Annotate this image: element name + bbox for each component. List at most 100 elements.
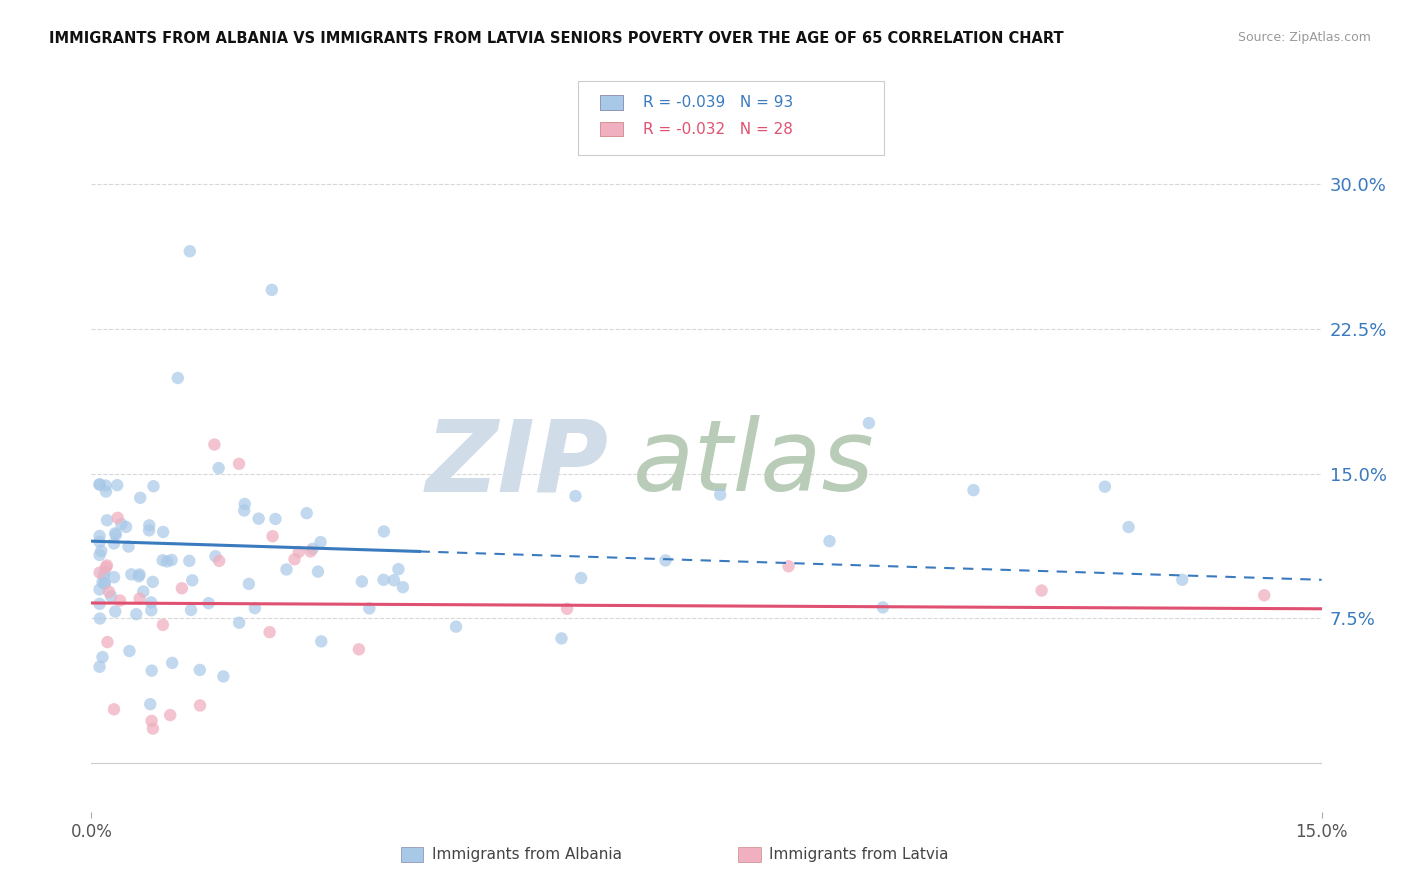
- Text: R = -0.039   N = 93: R = -0.039 N = 93: [643, 95, 793, 110]
- Point: [90, 544, 112, 558]
- Point: [89, 611, 111, 625]
- Text: atlas: atlas: [633, 416, 875, 512]
- Point: [107, 511, 129, 525]
- Point: [160, 553, 183, 567]
- Point: [179, 244, 201, 259]
- Point: [555, 602, 578, 616]
- Point: [105, 478, 128, 492]
- Point: [142, 479, 165, 493]
- Point: [89, 529, 111, 543]
- Point: [778, 559, 800, 574]
- Point: [94, 484, 117, 499]
- Point: [94, 576, 117, 591]
- Point: [103, 702, 125, 716]
- Point: [301, 541, 323, 556]
- Point: [141, 664, 163, 678]
- Point: [94, 478, 117, 492]
- Point: [98, 584, 121, 599]
- Point: [197, 596, 219, 610]
- Point: [96, 558, 118, 573]
- Point: [156, 554, 179, 568]
- Point: [160, 656, 183, 670]
- Point: [89, 582, 111, 597]
- Point: [142, 574, 165, 589]
- Point: [117, 540, 139, 554]
- Point: [89, 548, 111, 562]
- Point: [382, 574, 405, 588]
- Point: [283, 552, 305, 566]
- Point: [262, 529, 284, 543]
- Point: [392, 580, 415, 594]
- Point: [141, 714, 163, 728]
- Point: [387, 562, 409, 576]
- Point: [569, 571, 592, 585]
- Point: [350, 574, 373, 589]
- Point: [138, 524, 160, 538]
- Point: [138, 518, 160, 533]
- Point: [125, 607, 148, 622]
- Point: [858, 416, 880, 430]
- Point: [299, 544, 322, 558]
- Point: [115, 520, 138, 534]
- Point: [654, 553, 676, 567]
- Point: [104, 605, 127, 619]
- Point: [94, 560, 117, 574]
- Point: [309, 535, 332, 549]
- Point: [89, 477, 111, 491]
- Point: [259, 625, 281, 640]
- Point: [96, 513, 118, 527]
- Point: [152, 524, 174, 539]
- Text: Source: ZipAtlas.com: Source: ZipAtlas.com: [1237, 31, 1371, 45]
- Point: [233, 497, 256, 511]
- Point: [260, 283, 283, 297]
- Point: [309, 634, 332, 648]
- Point: [100, 589, 122, 603]
- Point: [373, 573, 395, 587]
- Point: [110, 516, 132, 531]
- Point: [118, 644, 141, 658]
- Point: [212, 669, 235, 683]
- Point: [243, 601, 266, 615]
- Point: [1171, 573, 1194, 587]
- Point: [962, 483, 984, 498]
- Point: [295, 506, 318, 520]
- Y-axis label: Seniors Poverty Over the Age of 65: Seniors Poverty Over the Age of 65: [0, 323, 7, 605]
- Point: [181, 574, 204, 588]
- Text: Immigrants from Latvia: Immigrants from Latvia: [769, 847, 949, 862]
- Point: [103, 570, 125, 584]
- Point: [128, 591, 150, 606]
- Point: [188, 698, 211, 713]
- Point: [104, 527, 127, 541]
- Point: [347, 642, 370, 657]
- Point: [180, 603, 202, 617]
- Point: [264, 512, 287, 526]
- Point: [818, 534, 841, 549]
- Point: [129, 491, 152, 505]
- Point: [288, 545, 311, 559]
- Text: IMMIGRANTS FROM ALBANIA VS IMMIGRANTS FROM LATVIA SENIORS POVERTY OVER THE AGE O: IMMIGRANTS FROM ALBANIA VS IMMIGRANTS FR…: [49, 31, 1064, 46]
- Point: [132, 584, 155, 599]
- Point: [93, 565, 115, 579]
- Point: [373, 524, 395, 539]
- Point: [1253, 588, 1275, 602]
- Point: [93, 576, 115, 591]
- Point: [228, 615, 250, 630]
- Point: [89, 597, 111, 611]
- Point: [166, 371, 188, 385]
- Text: ZIP: ZIP: [425, 416, 607, 512]
- Point: [228, 457, 250, 471]
- Point: [208, 554, 231, 568]
- Point: [141, 603, 163, 617]
- Point: [359, 601, 381, 615]
- Point: [188, 663, 211, 677]
- Point: [104, 526, 127, 541]
- Point: [152, 553, 174, 567]
- Point: [96, 635, 118, 649]
- Point: [208, 461, 231, 475]
- Point: [170, 582, 193, 596]
- Point: [872, 600, 894, 615]
- Point: [89, 566, 111, 580]
- Point: [202, 437, 225, 451]
- Point: [108, 593, 131, 607]
- Point: [103, 536, 125, 550]
